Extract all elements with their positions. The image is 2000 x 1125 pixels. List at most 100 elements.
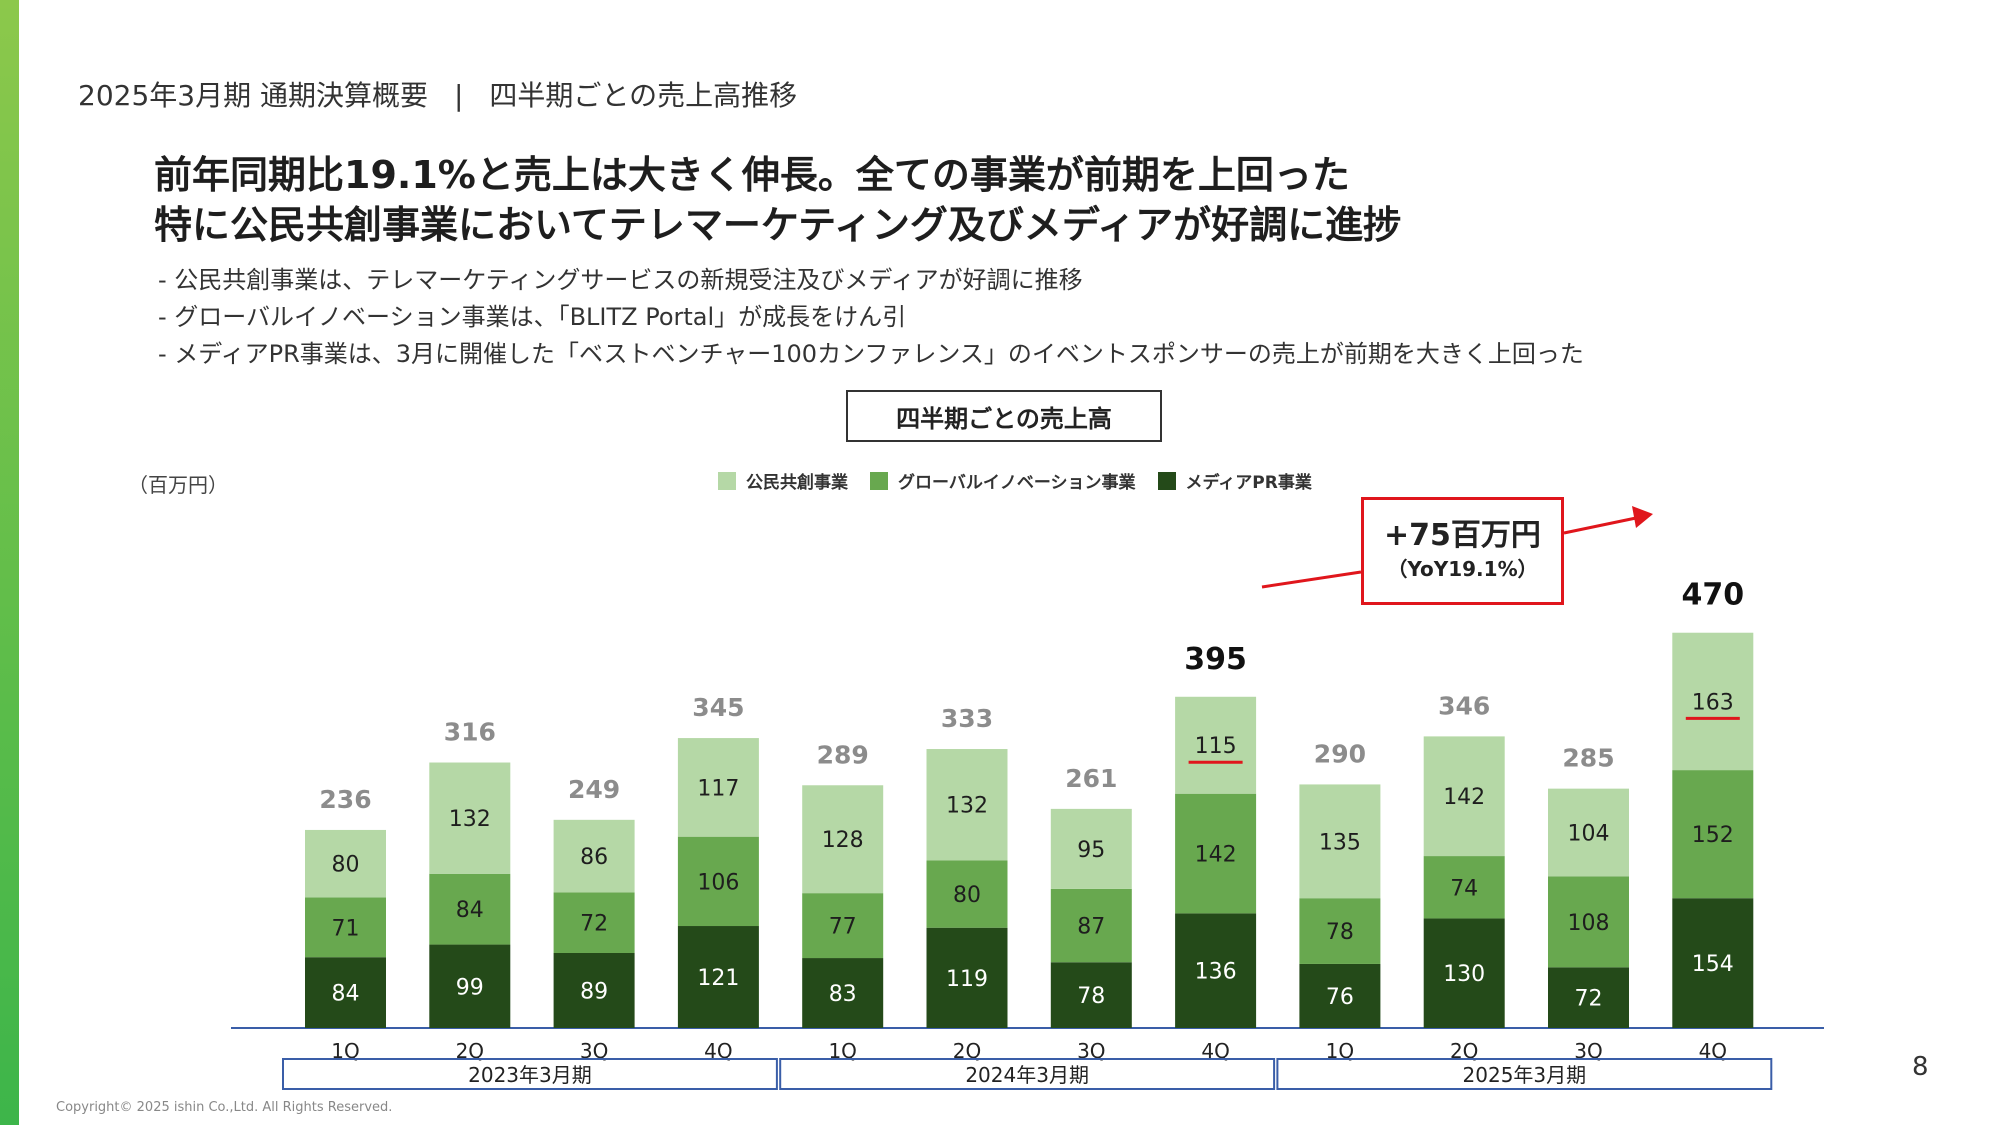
breadcrumb: 2025年3月期 通期決算概要 | 四半期ごとの売上高推移 (78, 74, 797, 114)
data-label-public: 86 (580, 845, 608, 870)
breadcrumb-section: 2025年3月期 通期決算概要 (78, 79, 428, 112)
bar-segment-global (1548, 876, 1629, 968)
bar-segment-media (1299, 963, 1381, 1028)
data-label-public: 135 (1319, 830, 1361, 855)
chart-legend: 公民共創事業 グローバルイノベーション事業 メディアPR事業 (718, 468, 1334, 493)
copyright-notice: Copyright© 2025 ishin Co.,Ltd. All Right… (56, 1100, 393, 1115)
bar-segment-public (305, 829, 386, 898)
data-label-public: 80 (332, 853, 360, 878)
data-label-global: 84 (456, 898, 484, 923)
total-label: 290 (1314, 739, 1366, 768)
fiscal-year-label: 2024年3月期 (965, 1063, 1089, 1087)
bar-segment-global (1050, 888, 1132, 963)
data-label-global: 152 (1692, 823, 1734, 848)
data-label-global: 71 (332, 916, 360, 941)
bar-segment-public (677, 738, 759, 837)
bar-segment-global (429, 873, 511, 945)
bar-segment-media (926, 927, 1008, 1028)
breadcrumb-separator: | (453, 79, 464, 112)
total-label: 316 (444, 718, 496, 747)
data-label-public: 142 (1443, 785, 1485, 810)
bar-segment-public (1050, 808, 1132, 889)
bar-segment-media (1423, 918, 1505, 1028)
data-label-media: 84 (332, 982, 360, 1007)
data-label-public: 115 (1195, 734, 1237, 759)
total-label: 470 (1681, 578, 1744, 613)
yoy-callout-box: +75百万円 （YoY19.1%） (1361, 497, 1564, 605)
data-label-public: 163 (1692, 690, 1734, 715)
data-label-global: 108 (1568, 911, 1610, 936)
bar-segment-global (677, 836, 759, 927)
page-number: 8 (1912, 1052, 1929, 1082)
bar-segment-public (553, 819, 635, 893)
bar-segment-public (926, 749, 1008, 861)
bar-segment-media (1175, 913, 1257, 1028)
legend-label-public: 公民共創事業 (746, 473, 848, 493)
fiscal-year-label: 2025年3月期 (1463, 1063, 1587, 1087)
yoy-callout-amount: +75百万円 (1384, 518, 1541, 553)
fiscal-year-label: 2023年3月期 (468, 1063, 592, 1087)
legend-label-global: グローバルイノベーション事業 (898, 473, 1136, 493)
summary-bullets: - 公民共創事業は、テレマーケティングサービスの新規受注及びメディアが好調に推移… (158, 262, 1584, 373)
data-label-media: 78 (1077, 984, 1105, 1009)
callout-arrow-line (1563, 516, 1637, 535)
legend-item-media: メディアPR事業 (1157, 468, 1312, 493)
yoy-callout-rate: （YoY19.1%） (1387, 557, 1538, 581)
bar-segment-media (553, 952, 635, 1028)
data-label-media: 121 (697, 966, 739, 991)
legend-item-global: グローバルイノベーション事業 (870, 468, 1136, 493)
data-label-global: 80 (953, 883, 981, 908)
bar-segment-media (305, 957, 386, 1028)
data-label-global: 78 (1326, 920, 1354, 945)
total-label: 345 (692, 693, 744, 722)
legend-swatch-global (870, 471, 888, 490)
callout-connector-line (1261, 570, 1362, 589)
bar-segment-media (429, 944, 511, 1028)
data-label-public: 117 (697, 776, 739, 801)
legend-label-media: メディアPR事業 (1185, 473, 1312, 493)
fiscal-year-box (1276, 1058, 1773, 1090)
data-label-global: 74 (1450, 876, 1478, 901)
page-headline: 前年同期比19.1%と売上は大きく伸長。全ての事業が前期を上回った 特に公民共創… (154, 150, 1401, 250)
bar-segment-media (1548, 967, 1629, 1028)
bar-segment-global (926, 860, 1008, 928)
total-label: 236 (319, 785, 371, 814)
bar-segment-media (1050, 962, 1132, 1028)
chart-unit-label: （百万円） (128, 473, 228, 497)
bar-segment-global (553, 892, 635, 953)
bullet-item: - グローバルイノベーション事業は、「BLITZ Portal」が成長をけん引 (158, 303, 907, 331)
data-label-global: 142 (1195, 843, 1237, 868)
data-label-global: 77 (829, 915, 857, 940)
bar-segment-media (1672, 898, 1754, 1028)
total-label: 289 (817, 740, 869, 769)
data-label-media: 130 (1443, 962, 1485, 987)
total-label: 395 (1184, 642, 1247, 677)
fiscal-year-box (282, 1058, 778, 1090)
bar-segment-public (1423, 736, 1505, 857)
legend-swatch-media (1157, 471, 1176, 490)
data-label-media: 72 (1575, 987, 1603, 1012)
data-label-media: 136 (1195, 960, 1237, 985)
data-label-public: 128 (822, 828, 864, 853)
bar-segment-public (1672, 632, 1754, 771)
data-label-media: 99 (456, 975, 484, 1000)
bar-segment-global (1299, 898, 1381, 964)
legend-item-public: 公民共創事業 (718, 468, 848, 493)
bar-segment-public (802, 785, 884, 894)
headline-line-2: 特に公民共創事業においてテレマーケティング及びメディアが好調に進捗 (154, 203, 1402, 247)
data-label-media: 83 (829, 982, 857, 1007)
total-label: 261 (1065, 764, 1117, 793)
bullet-item: - メディアPR事業は、3月に開催した「ベストベンチャー100カンファレンス」の… (158, 340, 1584, 368)
bar-segment-media (677, 926, 759, 1028)
bar-segment-global (802, 893, 884, 959)
bar-segment-global (1672, 770, 1754, 899)
data-label-public: 95 (1077, 838, 1105, 863)
data-label-public: 132 (946, 794, 988, 819)
bar-segment-public (1548, 788, 1629, 877)
total-label: 249 (568, 775, 620, 804)
data-label-media: 89 (580, 979, 608, 1004)
total-label: 285 (1562, 744, 1614, 773)
callout-arrowhead (1632, 506, 1653, 528)
legend-swatch-public (718, 471, 736, 490)
